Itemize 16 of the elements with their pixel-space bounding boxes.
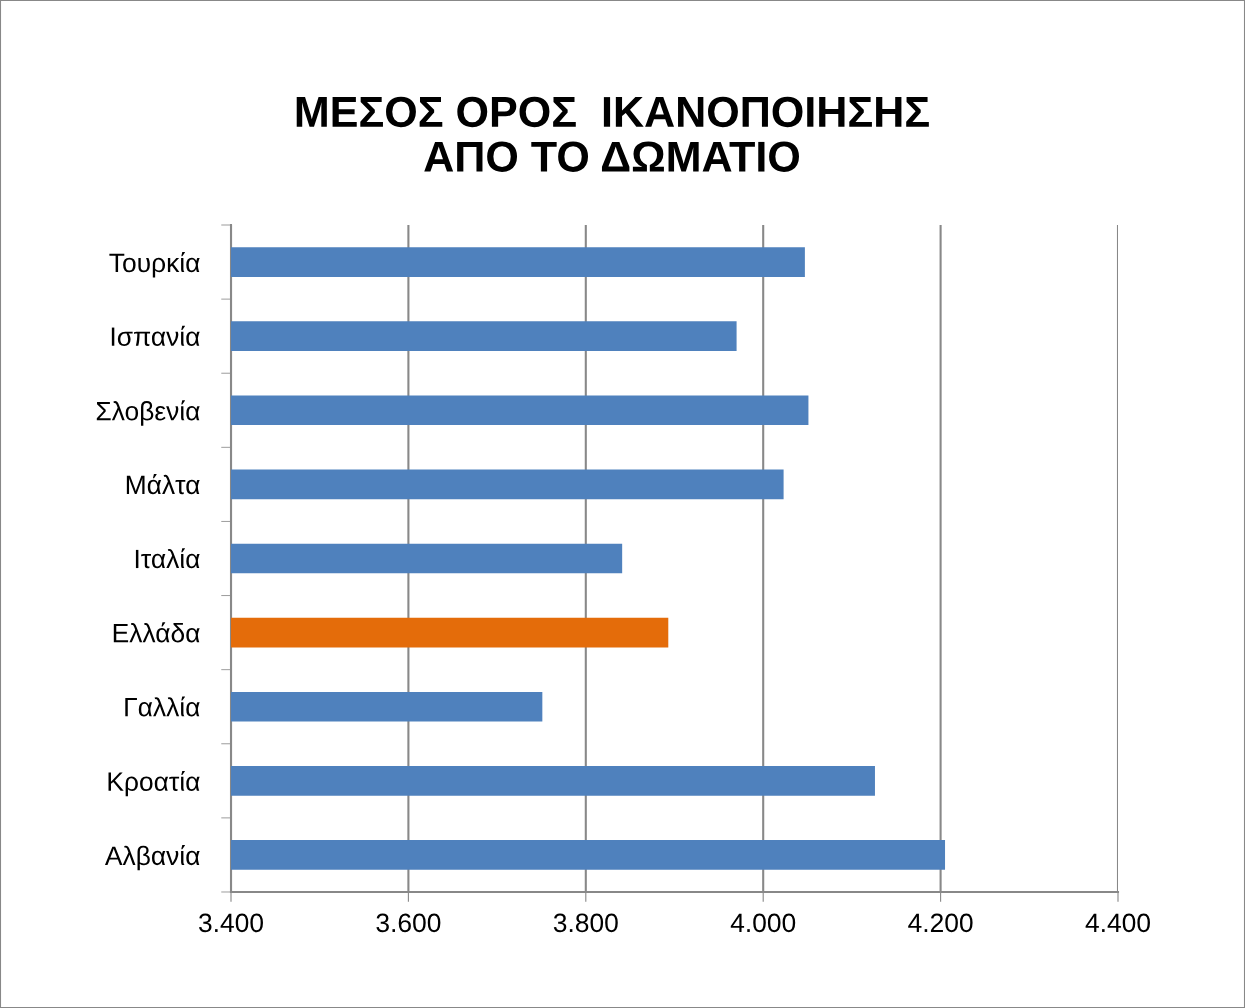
- y-tick-label: Μάλτα: [126, 474, 200, 495]
- y-tick-label: Ισπανία: [111, 325, 200, 346]
- x-tick-label: 3.800: [553, 913, 618, 933]
- chart-title: ΜΕΣΟΣ ΟΡΟΣ ΙΚΑΝΟΠΟΙΗΣΗΣ ΑΠΟ ΤΟ ΔΩΜΑΤΙΟ: [296, 96, 929, 172]
- y-tick-label: Ελλάδα: [113, 622, 200, 643]
- x-tick-label: 3.600: [376, 913, 441, 933]
- x-tick-label: 4.200: [908, 913, 973, 933]
- y-tick-label: Γαλλία: [125, 696, 200, 717]
- x-tick-label: 4.400: [1085, 913, 1150, 933]
- y-tick-label: Ιταλία: [135, 548, 200, 569]
- y-tick-label: Σλοβενία: [96, 400, 200, 426]
- y-tick-label: Αλβανία: [104, 845, 200, 871]
- x-tick-label: 4.000: [730, 913, 796, 933]
- y-tick-label: Κροατία: [108, 770, 200, 797]
- y-tick-label: Τουρκία: [109, 252, 200, 278]
- x-tick-label: 3.400: [198, 913, 263, 933]
